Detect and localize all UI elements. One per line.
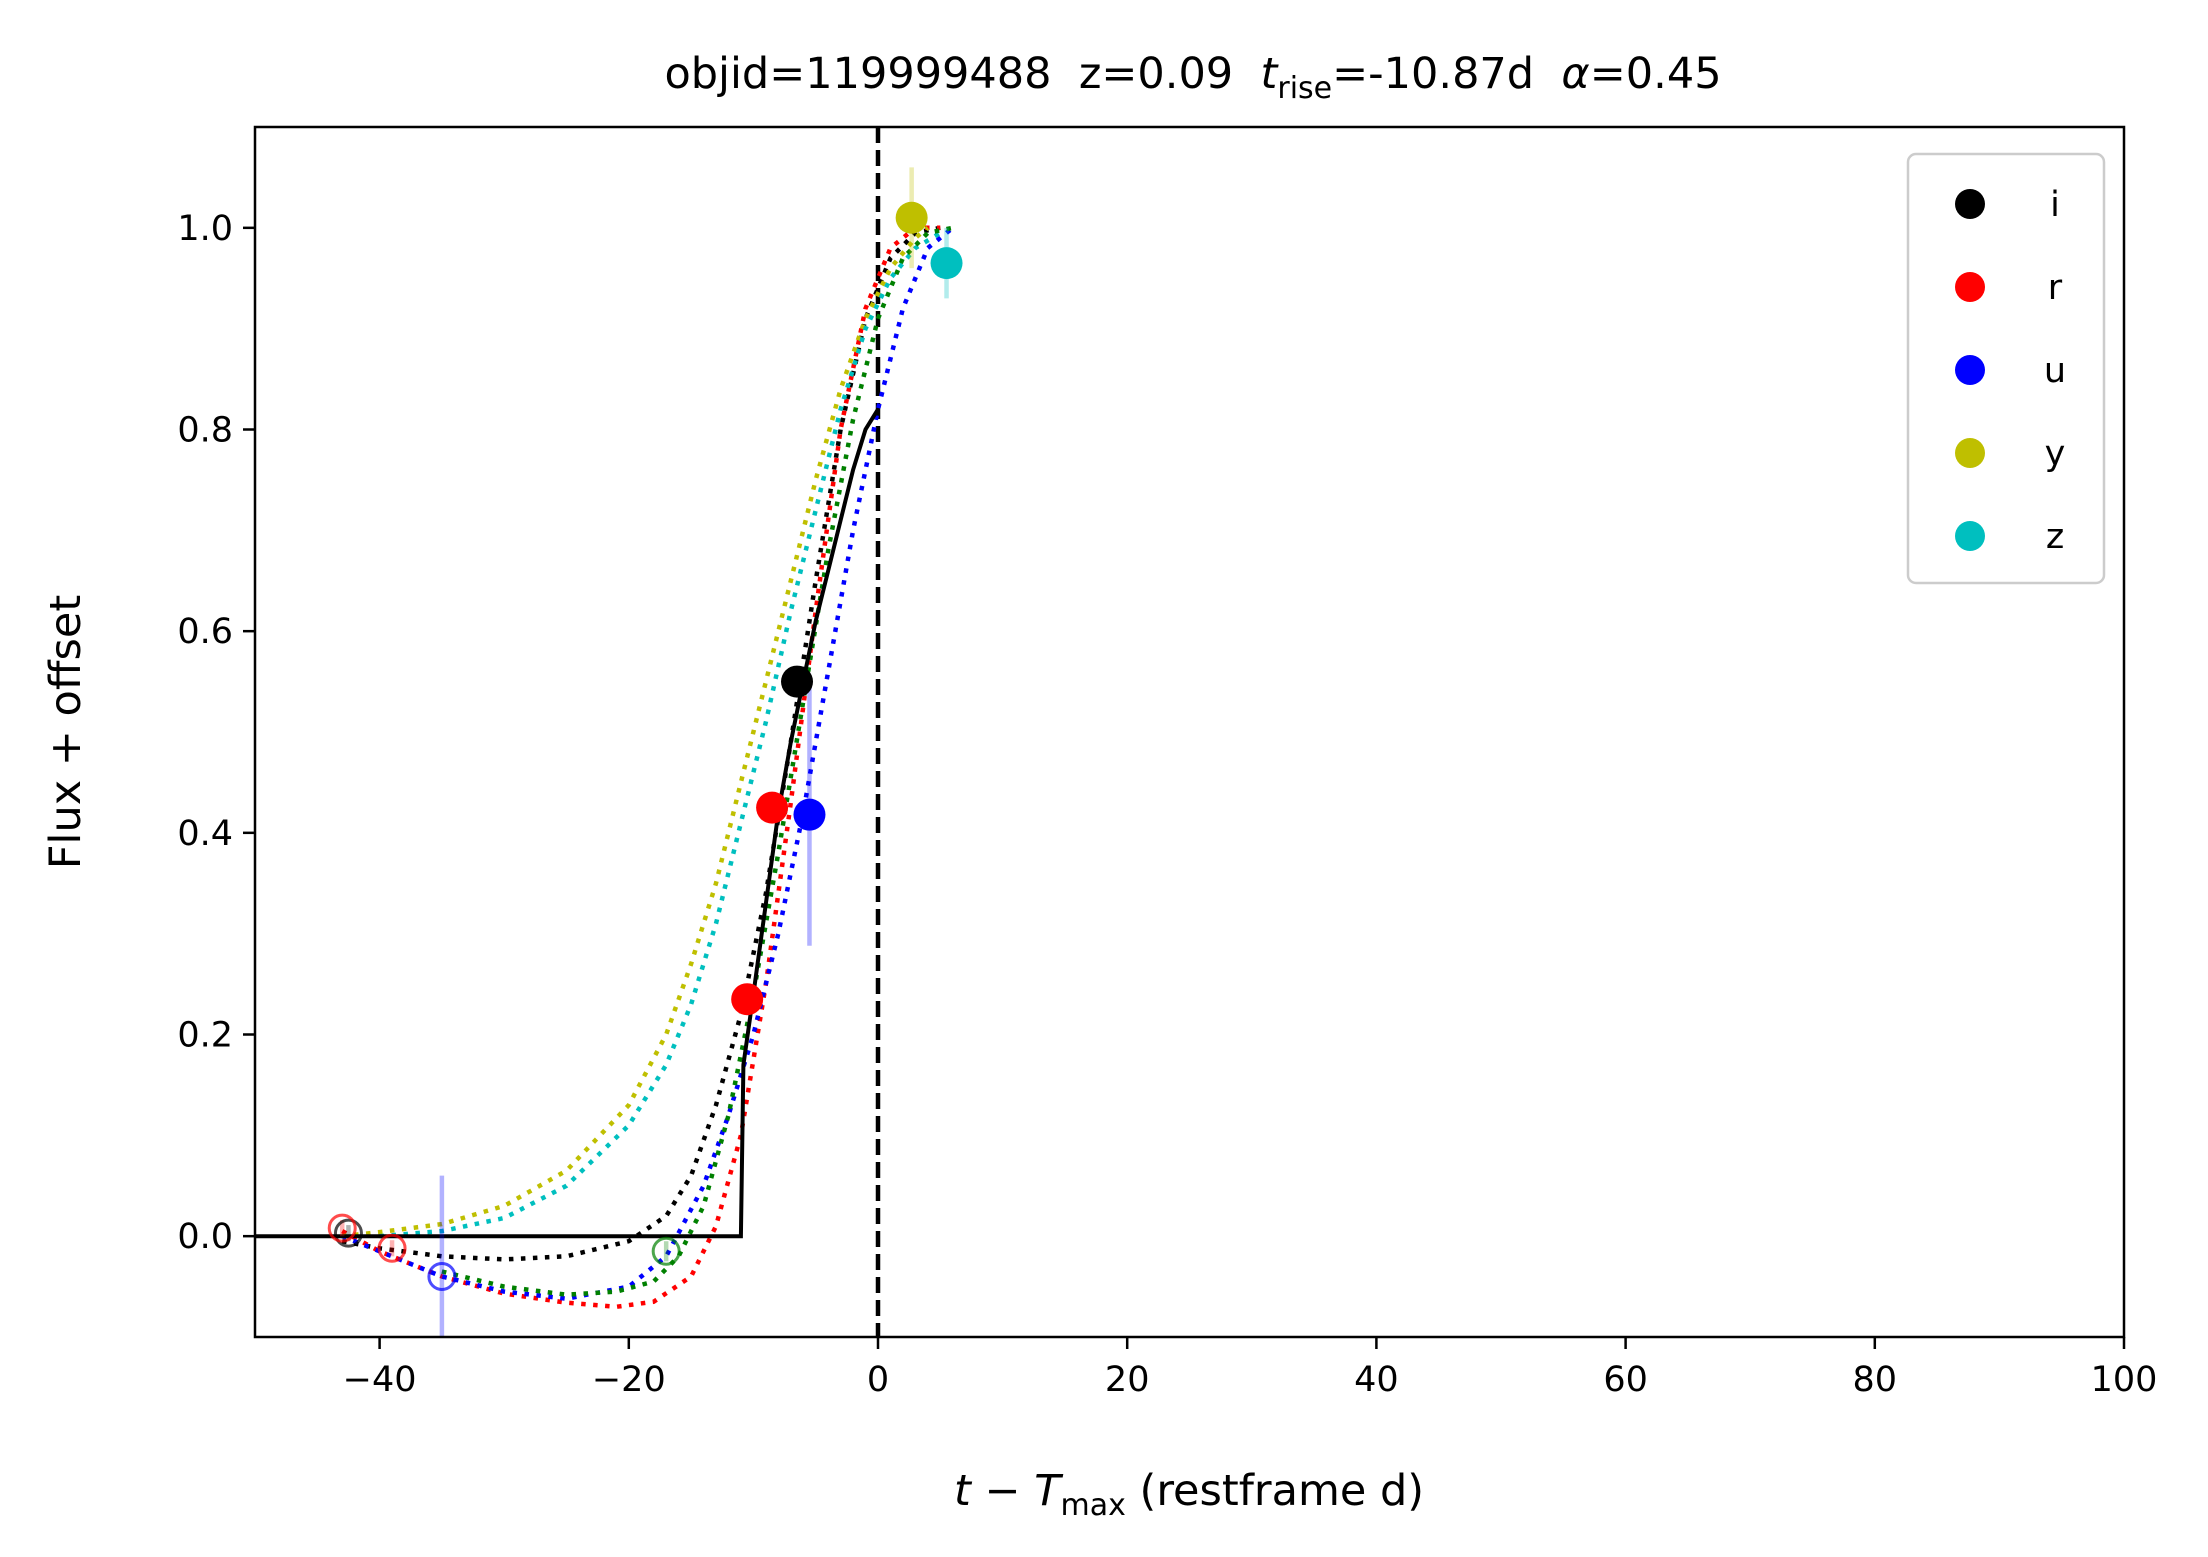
legend-label-r: r (2048, 268, 2063, 308)
legend-marker-r (1955, 272, 1985, 302)
x-axis-label: t − Tmax (restframe d) (954, 1466, 1424, 1523)
x-tick-label: 20 (1105, 1360, 1150, 1400)
chart-title: objid=119999488 z=0.09 trise=-10.87d α=0… (664, 49, 1721, 106)
legend-label-z: z (2046, 517, 2064, 557)
open-point-u (427, 1262, 457, 1291)
model-curve-u (341, 226, 955, 1301)
x-tick-label: 100 (2091, 1360, 2158, 1400)
xlabel-rest: (restframe d) (1126, 1466, 1424, 1516)
x-tick-label: 0 (867, 1360, 889, 1400)
data-point-r (756, 791, 789, 824)
fit-curve-i (255, 408, 880, 1239)
xlabel-tmax-var: T (1034, 1466, 1064, 1516)
y-tick-label: 0.4 (177, 814, 233, 854)
title-trise-value: =-10.87d (1332, 49, 1561, 99)
x-tick-label: 60 (1603, 1360, 1648, 1400)
xlabel-tmax-sub: max (1061, 1488, 1126, 1523)
title-alpha-var: α (1561, 49, 1589, 99)
x-tick-label: −40 (343, 1360, 417, 1400)
x-axis: −40 −20 0 20 40 60 80 100 (343, 1337, 2158, 1400)
legend-label-u: u (2044, 351, 2066, 391)
data-point-i (781, 665, 814, 698)
data-point-z (930, 247, 963, 280)
open-point-unlabeled (651, 1236, 681, 1266)
open-point-r (377, 1233, 407, 1263)
legend-label-y: y (2045, 434, 2066, 474)
y-tick-label: 1.0 (177, 209, 233, 249)
title-trise-var: t (1261, 49, 1280, 99)
xlabel-var: t (954, 1466, 973, 1516)
xlabel-minus: − (971, 1466, 1034, 1516)
data-point-y (895, 201, 928, 234)
y-axis-label: Flux + offset (41, 595, 91, 869)
y-axis: 0.0 0.2 0.4 0.6 0.8 1.0 (177, 209, 255, 1257)
open-point-r (327, 1213, 357, 1243)
legend-box (1906, 152, 2106, 585)
y-tick-label: 0.6 (177, 612, 233, 652)
data-point-r (731, 983, 764, 1016)
y-tick-label: 0.2 (177, 1016, 233, 1056)
legend-marker-u (1955, 355, 1985, 385)
data-point-u (793, 798, 826, 831)
model-curve-i (341, 225, 941, 1262)
x-tick-label: 40 (1354, 1360, 1399, 1400)
legend-marker-z (1955, 521, 1985, 551)
legend: i r u y z (1906, 152, 2106, 585)
y-tick-label: 0.8 (177, 411, 233, 451)
x-tick-label: −20 (592, 1360, 666, 1400)
title-prefix: objid=119999488 z=0.09 (664, 49, 1260, 99)
title-alpha-value: =0.45 (1590, 49, 1722, 99)
open-point-i (333, 1218, 363, 1248)
legend-label-i: i (2050, 185, 2060, 225)
legend-marker-y (1955, 438, 1985, 468)
legend-marker-i (1955, 189, 1985, 219)
data-layer (255, 127, 963, 1337)
plot-frame (253, 125, 2126, 1339)
x-tick-label: 80 (1853, 1360, 1898, 1400)
model-curve-unlabeled (441, 225, 954, 1297)
title-trise-sub: rise (1277, 71, 1332, 106)
y-tick-label: 0.0 (177, 1217, 233, 1257)
